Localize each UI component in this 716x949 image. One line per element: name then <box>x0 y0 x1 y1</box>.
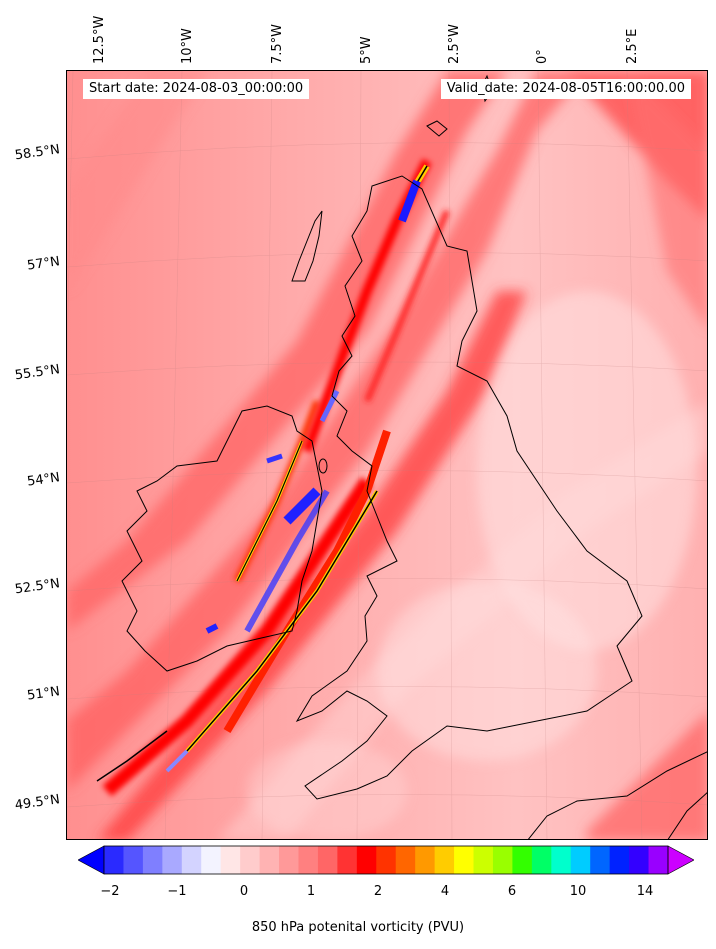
colorbar-cell <box>142 846 163 874</box>
colorbar-cell <box>570 846 591 874</box>
colorbar <box>78 845 694 875</box>
colorbar-tick-1: 1 <box>306 884 316 899</box>
lon-label-7-5w: 7.5°W <box>270 23 285 64</box>
coast-ireland <box>121 405 323 672</box>
colorbar-cell <box>434 846 455 874</box>
colorbar-cell <box>317 846 338 874</box>
lat-label-54n: 54°N <box>26 470 61 490</box>
map-canvas[interactable] <box>67 71 708 840</box>
colorbar-cell <box>609 846 630 874</box>
lat-label-55-5n: 55.5°N <box>13 362 61 384</box>
lat-label-58-5n: 58.5°N <box>13 142 61 164</box>
colorbar-tick-0: 0 <box>239 884 249 899</box>
colorbar-cell <box>629 846 650 874</box>
lat-label-57n: 57°N <box>26 254 61 274</box>
colorbar-cell <box>123 846 144 874</box>
valid-date-label: Valid_date: 2024-08-05T16:00:00.00 <box>440 79 691 99</box>
map-panel[interactable]: Start date: 2024-08-03_00:00:00 Valid_da… <box>66 70 708 840</box>
lon-label-2-5w: 2.5°W <box>447 23 462 64</box>
colorbar-cells <box>78 845 694 875</box>
lon-label-10w: 10°W <box>180 28 195 64</box>
colorbar-cell <box>259 846 280 874</box>
colorbar-cell <box>376 846 397 874</box>
colorbar-cell <box>240 846 261 874</box>
coastlines <box>121 74 707 839</box>
colorbar-tick-2: 2 <box>373 884 383 899</box>
colorbar-cell <box>356 846 377 874</box>
coast-hebrides <box>291 210 323 282</box>
colorbar-cell <box>415 846 436 874</box>
coast-orkney <box>426 120 448 137</box>
coast-france <box>527 751 707 839</box>
colorbar-tick-10: 10 <box>569 884 587 899</box>
colorbar-cell <box>201 846 222 874</box>
colorbar-cell <box>492 846 513 874</box>
lat-label-49-5n: 49.5°N <box>13 792 61 814</box>
coast-isle-of-man <box>318 458 328 474</box>
colorbar-cell <box>551 846 572 874</box>
colorbar-cell <box>104 846 124 874</box>
graticule <box>67 71 707 839</box>
colorbar-cell <box>337 846 358 874</box>
colorbar-cell <box>454 846 475 874</box>
colorbar-cell <box>181 846 202 874</box>
colorbar-cell <box>473 846 494 874</box>
coast-great-britain <box>295 175 643 800</box>
colorbar-cell <box>395 846 416 874</box>
colorbar-extend-high <box>667 845 694 875</box>
colorbar-tick-4: 4 <box>440 884 450 899</box>
pv-negative-streaks <box>165 179 421 773</box>
colorbar-tick-neg1: −1 <box>167 884 187 899</box>
colorbar-tick-6: 6 <box>507 884 517 899</box>
colorbar-cell <box>162 846 183 874</box>
colorbar-cell <box>298 846 319 874</box>
colorbar-extend-low <box>78 845 105 875</box>
coast-continent-se <box>667 792 707 839</box>
colorbar-tick-14: 14 <box>636 884 654 899</box>
colorbar-cell <box>512 846 533 874</box>
lon-label-5w: 5°W <box>359 36 374 64</box>
colorbar-cell <box>590 846 611 874</box>
colorbar-cell <box>220 846 241 874</box>
colorbar-outline <box>103 845 669 875</box>
lon-label-12-5w: 12.5°W <box>92 15 107 64</box>
colorbar-cell <box>531 846 552 874</box>
start-date-label: Start date: 2024-08-03_00:00:00 <box>83 79 310 99</box>
pv-light-patches <box>247 291 697 839</box>
colorbar-cell <box>648 846 669 874</box>
colorbar-tick-neg2: −2 <box>100 884 120 899</box>
lat-label-51n: 51°N <box>26 684 61 704</box>
lat-label-52-5n: 52.5°N <box>13 576 61 598</box>
colorbar-title: 850 hPa potenital vorticity (PVU) <box>251 920 465 935</box>
colorbar-cell <box>279 846 299 874</box>
lon-label-0: 0° <box>535 49 550 64</box>
lon-label-2-5e: 2.5°E <box>625 28 640 64</box>
